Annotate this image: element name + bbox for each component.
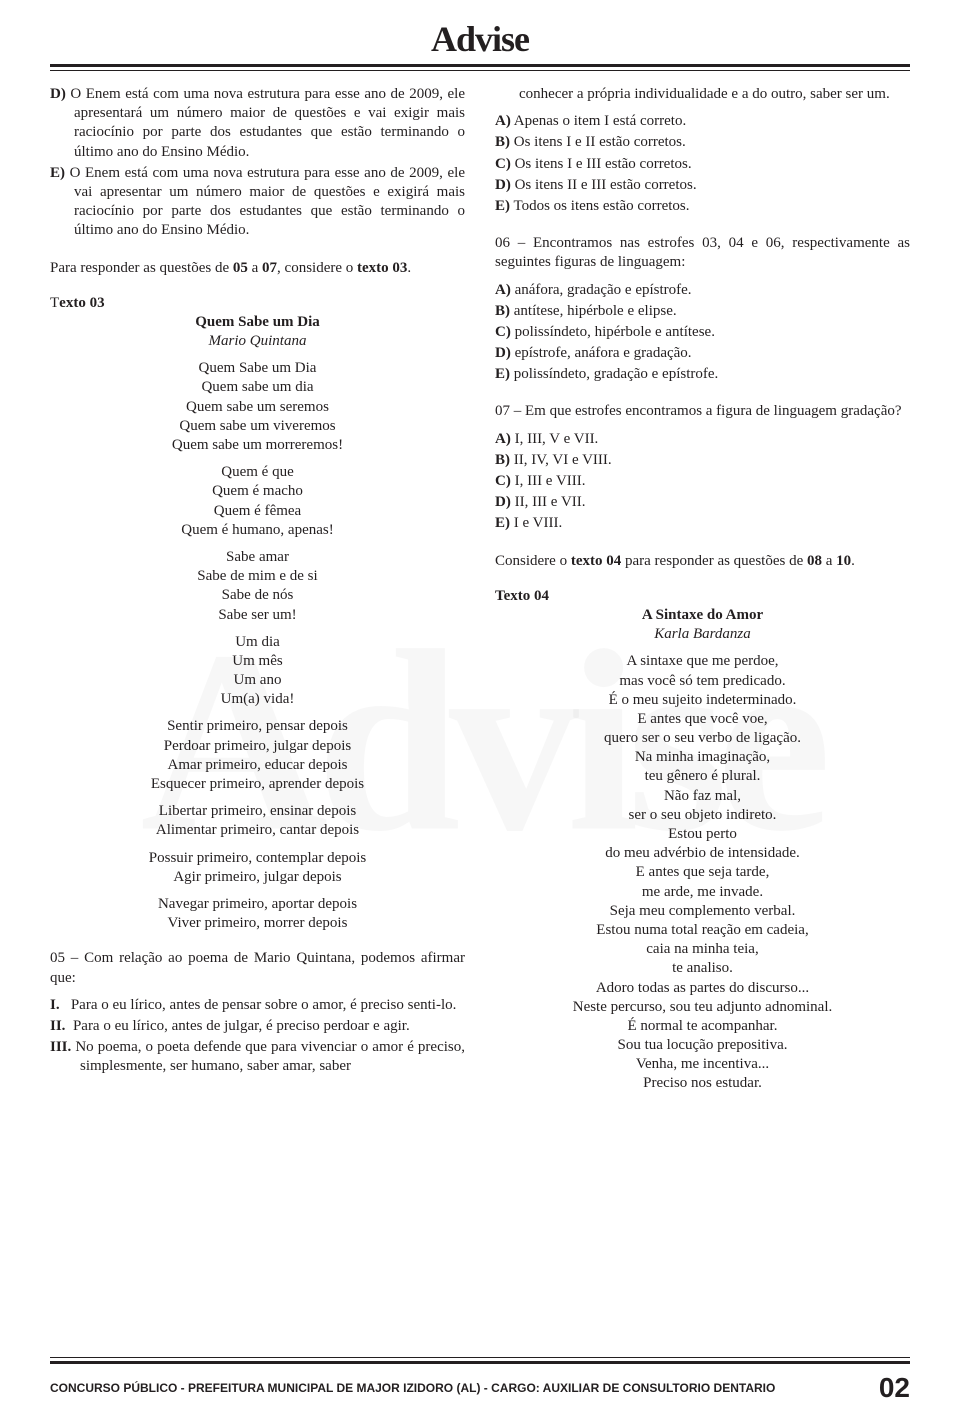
q07-opt-a: A) I, III, V e VII. <box>495 430 910 449</box>
instruction-0507: Para responder as questões de 05 a 07, c… <box>50 259 465 278</box>
stanza-line: Viver primeiro, morrer depois <box>50 914 465 933</box>
option-d-label: D) <box>50 86 66 102</box>
poem2-line: É normal te acompanhar. <box>495 1017 910 1036</box>
poem2-line: Preciso nos estudar. <box>495 1074 910 1093</box>
stanza-line: Alimentar primeiro, cantar depois <box>50 821 465 840</box>
q05-opt-e: E) Todos os itens estão corretos. <box>495 197 910 216</box>
option-e-text: O Enem está com uma nova estrutura para … <box>70 165 465 239</box>
poem2-line: do meu advérbio de intensidade. <box>495 844 910 863</box>
stanza-line: Sabe amar <box>50 548 465 567</box>
poem2-title: A Sintaxe do Amor <box>495 606 910 625</box>
poem2-line: mas você só tem predicado. <box>495 672 910 691</box>
stanza-line: Quem Sabe um Dia <box>50 359 465 378</box>
poem2-author: Karla Bardanza <box>495 625 910 644</box>
stanza-line: Quem é macho <box>50 482 465 501</box>
stanza-line: Um dia <box>50 633 465 652</box>
q05-opt-b: B) Os itens I e II estão corretos. <box>495 133 910 152</box>
poem2-line: Não faz mal, <box>495 787 910 806</box>
q05-item-iii: III. No poema, o poeta defende que para … <box>50 1038 465 1076</box>
q05-opt-c: C) Os itens I e III estão corretos. <box>495 155 910 174</box>
option-e-label: E) <box>50 165 65 181</box>
q07-opt-d: D) II, III e VII. <box>495 493 910 512</box>
q07-opt-e: E) I e VIII. <box>495 514 910 533</box>
stanza-line: Sabe ser um! <box>50 606 465 625</box>
poem2-line: A sintaxe que me perdoe, <box>495 652 910 671</box>
stanza-line: Quem é humano, apenas! <box>50 521 465 540</box>
texto04-label: Texto 04 <box>495 587 910 606</box>
footer-text: CONCURSO PÚBLICO - PREFEITURA MUNICIPAL … <box>50 1381 775 1395</box>
stanza-line: Quem sabe um seremos <box>50 398 465 417</box>
option-d: D) O Enem está com uma nova estrutura pa… <box>50 85 465 162</box>
q06-opt-d: D) epístrofe, anáfora e gradação. <box>495 344 910 363</box>
poem2-line: Estou numa total reação em cadeia, <box>495 921 910 940</box>
poem2-line: Estou perto <box>495 825 910 844</box>
poem-author: Mario Quintana <box>50 332 465 351</box>
poem2-line: Neste percurso, sou teu adjunto adnomina… <box>495 998 910 1017</box>
stanza-line: Perdoar primeiro, julgar depois <box>50 737 465 756</box>
q06-opt-a: A) anáfora, gradação e epístrofe. <box>495 281 910 300</box>
poem2-line: ser o seu objeto indireto. <box>495 806 910 825</box>
poem2-line: Na minha imaginação, <box>495 748 910 767</box>
poem2-line: E antes que seja tarde, <box>495 863 910 882</box>
page-content: Advise D) O Enem está com uma nova estru… <box>0 0 960 1094</box>
stanza-line: Possuir primeiro, contemplar depois <box>50 849 465 868</box>
columns: D) O Enem está com uma nova estrutura pa… <box>50 85 910 1094</box>
texto03-label: Texto 03 <box>50 294 465 313</box>
left-column: D) O Enem está com uma nova estrutura pa… <box>50 85 465 1094</box>
poem2-line: Adoro todas as partes do discurso... <box>495 979 910 998</box>
q06-stem: 06 – Encontramos nas estrofes 03, 04 e 0… <box>495 234 910 272</box>
q05-stem: 05 – Com relação ao poema de Mario Quint… <box>50 949 465 987</box>
poem2-line: caia na minha teia, <box>495 940 910 959</box>
q05-opt-a: A) Apenas o item I está correto. <box>495 112 910 131</box>
option-d-text: O Enem está com uma nova estrutura para … <box>70 86 465 160</box>
stanza-line: Sabe de mim e de si <box>50 567 465 586</box>
header-rule <box>50 64 910 71</box>
stanza-line: Um mês <box>50 652 465 671</box>
right-column: conhecer a própria individualidade e a d… <box>495 85 910 1094</box>
q07-stem: 07 – Em que estrofes encontramos a figur… <box>495 402 910 421</box>
option-e: E) O Enem está com uma nova estrutura pa… <box>50 164 465 241</box>
poem2-line: Venha, me incentiva... <box>495 1055 910 1074</box>
q05-item-ii: II. Para o eu lírico, antes de julgar, é… <box>50 1017 465 1036</box>
footer-rule <box>50 1357 910 1364</box>
stanza-line: Quem é que <box>50 463 465 482</box>
instruction-0810: Considere o texto 04 para responder as q… <box>495 552 910 571</box>
poem2-line: me arde, me invade. <box>495 883 910 902</box>
footer: CONCURSO PÚBLICO - PREFEITURA MUNICIPAL … <box>50 1357 910 1404</box>
poem2-line: E antes que você voe, <box>495 710 910 729</box>
poem2-line: Seja meu complemento verbal. <box>495 902 910 921</box>
poem2-line: quero ser o seu verbo de ligação. <box>495 729 910 748</box>
stanza-line: Quem sabe um dia <box>50 378 465 397</box>
stanza-line: Agir primeiro, julgar depois <box>50 868 465 887</box>
page-number: 02 <box>879 1372 910 1404</box>
stanza-line: Amar primeiro, educar depois <box>50 756 465 775</box>
poem2-line: Sou tua locução prepositiva. <box>495 1036 910 1055</box>
poem2-line: É o meu sujeito indeterminado. <box>495 691 910 710</box>
q07-opt-b: B) II, IV, VI e VIII. <box>495 451 910 470</box>
header-logo: Advise <box>50 18 910 60</box>
stanza-line: Um(a) vida! <box>50 690 465 709</box>
q05-opt-d: D) Os itens II e III estão corretos. <box>495 176 910 195</box>
stanza-line: Navegar primeiro, aportar depois <box>50 895 465 914</box>
poem2-line: te analiso. <box>495 959 910 978</box>
stanza-line: Esquecer primeiro, aprender depois <box>50 775 465 794</box>
poem-title: Quem Sabe um Dia <box>50 313 465 332</box>
stanza-line: Libertar primeiro, ensinar depois <box>50 802 465 821</box>
stanza-line: Um ano <box>50 671 465 690</box>
q06-opt-b: B) antítese, hipérbole e elipse. <box>495 302 910 321</box>
q06-opt-e: E) polissíndeto, gradação e epístrofe. <box>495 365 910 384</box>
stanza-line: Quem sabe um viveremos <box>50 417 465 436</box>
stanza-line: Quem é fêmea <box>50 502 465 521</box>
stanza-line: Sentir primeiro, pensar depois <box>50 717 465 736</box>
stanza-line: Quem sabe um morreremos! <box>50 436 465 455</box>
q05-item-iii-cont: conhecer a própria individualidade e a d… <box>495 85 910 104</box>
q05-item-i: I. Para o eu lírico, antes de pensar sob… <box>50 996 465 1015</box>
q07-opt-c: C) I, III e VIII. <box>495 472 910 491</box>
poem2-line: teu gênero é plural. <box>495 767 910 786</box>
stanza-line: Sabe de nós <box>50 586 465 605</box>
q06-opt-c: C) polissíndeto, hipérbole e antítese. <box>495 323 910 342</box>
